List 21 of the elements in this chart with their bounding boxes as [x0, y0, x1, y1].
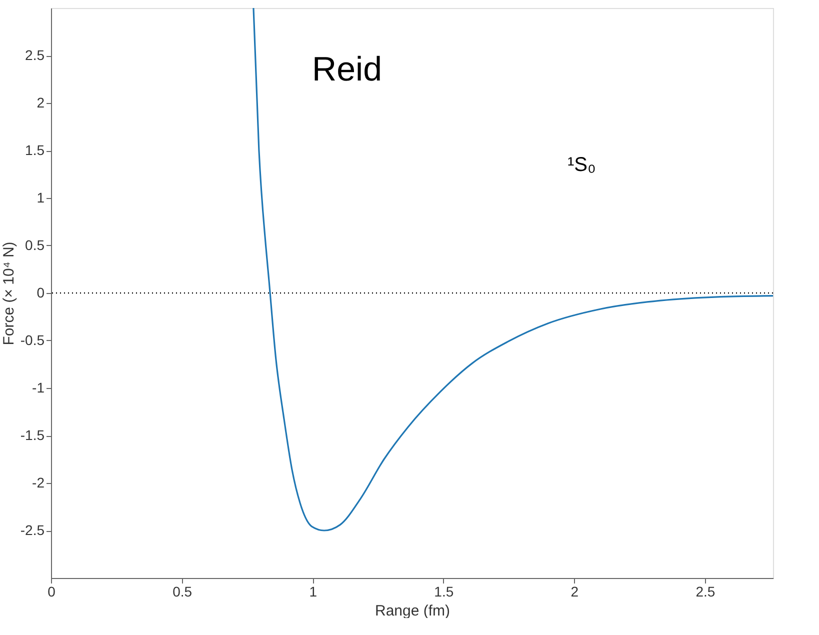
y-tick-label: 2 [36, 94, 45, 110]
annotation: Reid [312, 50, 382, 89]
x-tick-label: 2 [570, 584, 579, 600]
y-tick-label: -2 [32, 474, 45, 490]
x-tick-label: 2.5 [696, 584, 716, 600]
x-tick-label: 0.5 [172, 584, 192, 600]
y-tick-label: -2.5 [20, 522, 45, 538]
y-axis-title: Force (× 10⁴ N) [0, 242, 18, 346]
y-tick-label: 0 [36, 284, 45, 300]
line-series [252, 8, 773, 532]
y-tick-label: -0.5 [20, 332, 45, 348]
y-tick-label: 2.5 [25, 47, 45, 63]
y-tick-label: 1.5 [25, 142, 45, 158]
y-tick-label: 0.5 [25, 237, 45, 253]
y-tick-label: -1.5 [20, 427, 45, 443]
annotation: ¹S₀ [568, 154, 596, 176]
x-tick-label: 0 [48, 584, 56, 600]
y-tick-label: 1 [36, 190, 45, 206]
x-tick-label: 1 [309, 584, 318, 600]
y-tick-label: -1 [32, 380, 45, 396]
x-tick-label: 1.5 [434, 584, 454, 600]
